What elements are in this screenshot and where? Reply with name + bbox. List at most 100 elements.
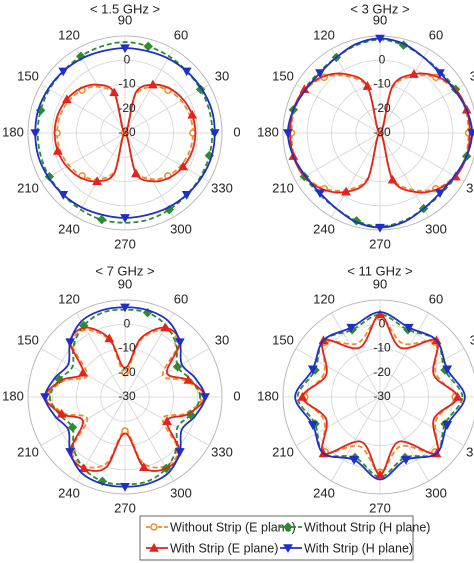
marker <box>78 463 89 473</box>
series-line <box>294 311 466 481</box>
grid-spoke <box>124 48 174 134</box>
marker <box>187 109 198 119</box>
angle-label: 30 <box>215 332 229 347</box>
marker <box>78 367 88 377</box>
angle-label: 0 <box>233 388 240 403</box>
angle-label: 300 <box>425 485 447 500</box>
grid-spoke <box>76 132 126 218</box>
angle-label: 150 <box>272 68 294 83</box>
angle-label: 300 <box>170 485 192 500</box>
legend-label: Without Strip (H plane) <box>304 520 430 534</box>
grid-spoke <box>379 396 429 482</box>
marker <box>121 369 129 377</box>
marker <box>315 189 325 199</box>
angle-label: 330 <box>211 180 233 195</box>
marker <box>375 34 385 44</box>
marker <box>283 522 293 532</box>
angle-label: 30 <box>470 332 474 347</box>
angle-label: 150 <box>272 332 294 347</box>
grid-spoke <box>379 132 465 182</box>
grid-spoke <box>331 132 381 218</box>
angle-label: 240 <box>313 485 335 500</box>
legend-box <box>139 515 414 561</box>
r-tick-label: 0 <box>124 52 131 66</box>
marker <box>160 322 170 332</box>
marker <box>181 67 192 77</box>
angle-label: 240 <box>58 221 80 236</box>
marker <box>30 129 41 139</box>
grid-spoke <box>76 48 126 134</box>
marker <box>56 408 67 418</box>
marker <box>67 422 78 433</box>
polar-chart: < 11 GHz > 0 30 60 90 120 150 180 210 240 270 300 33… <box>257 263 474 515</box>
angle-label: 240 <box>58 485 80 500</box>
angle-label: 210 <box>17 444 39 459</box>
marker <box>307 365 318 375</box>
angle-label: 210 <box>272 180 294 195</box>
angle-label: 120 <box>58 27 80 42</box>
polar-chart: < 7 GHz > 0 30 60 90 120 150 180 210 240 270 300 330… <box>2 263 240 515</box>
r-tick-label: -20 <box>118 101 136 115</box>
r-tick-label: -30 <box>373 125 391 139</box>
marker <box>120 44 130 54</box>
angle-label: 300 <box>170 221 192 236</box>
r-tick-label: 0 <box>379 316 386 330</box>
legend-label: With Strip (E plane) <box>170 541 278 555</box>
marker <box>452 391 463 401</box>
grid-spoke <box>331 312 381 398</box>
angle-label: 300 <box>425 221 447 236</box>
angle-label: 180 <box>2 388 24 403</box>
grid-spoke <box>379 396 465 446</box>
chart-title: < 1.5 GHz > <box>90 1 160 16</box>
grid-spoke <box>379 48 429 134</box>
marker <box>40 393 50 403</box>
grid-spoke <box>379 132 429 218</box>
angle-label: 270 <box>114 236 136 251</box>
marker <box>375 469 385 479</box>
chart-title: < 3 GHz > <box>350 1 409 16</box>
marker <box>346 323 357 333</box>
marker <box>181 191 192 200</box>
r-tick-label: -30 <box>118 389 136 403</box>
marker <box>143 41 153 52</box>
grid-spoke <box>295 396 381 446</box>
angle-label: 30 <box>215 68 229 83</box>
marker <box>307 421 318 430</box>
marker <box>54 374 65 385</box>
angle-label: 180 <box>257 388 279 403</box>
marker <box>297 391 308 401</box>
marker <box>435 69 445 79</box>
r-tick-label: -20 <box>373 101 391 115</box>
angle-label: 60 <box>174 291 188 306</box>
marker <box>65 448 75 457</box>
r-tick-label: -10 <box>118 341 136 355</box>
r-tick-label: -10 <box>373 341 391 355</box>
marker <box>148 79 158 89</box>
grid-spoke <box>124 132 174 218</box>
angle-label: 330 <box>211 444 233 459</box>
marker <box>442 421 453 430</box>
marker <box>403 323 414 333</box>
marker <box>349 456 359 465</box>
angle-label: 90 <box>118 12 132 27</box>
marker <box>175 448 185 457</box>
chart-title: < 11 GHz > <box>347 263 413 278</box>
marker <box>341 186 351 196</box>
series-line <box>36 41 214 224</box>
grid-spoke <box>124 132 210 182</box>
marker <box>362 81 373 90</box>
grid-spoke <box>40 84 126 134</box>
marker <box>435 189 445 199</box>
polar-chart: < 1.5 GHz > 0 30 60 90 120 150 180 210 240 270 300 3… <box>2 1 240 251</box>
r-tick-label: -30 <box>373 389 391 403</box>
grid-spoke <box>379 348 465 398</box>
marker <box>138 462 149 471</box>
marker <box>200 393 210 403</box>
r-tick-label: -10 <box>118 77 136 91</box>
marker <box>467 129 474 139</box>
marker <box>120 214 130 223</box>
angle-label: 90 <box>373 276 387 291</box>
marker <box>131 168 141 178</box>
marker <box>109 87 119 97</box>
